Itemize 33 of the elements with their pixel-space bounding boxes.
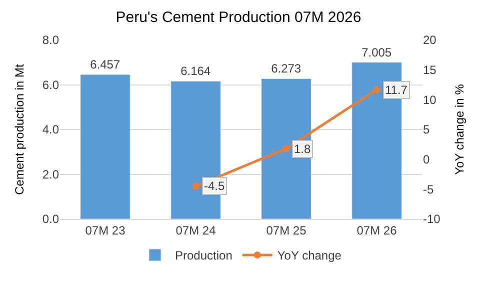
y2-tick-label: -10 — [423, 212, 441, 226]
y-tick-label: 6.0 — [42, 78, 60, 92]
data-label: 6.457 — [90, 58, 120, 72]
y2-tick-label: 0 — [423, 152, 430, 167]
y-tick-label: 4.0 — [42, 122, 60, 137]
x-tick-label: 07M 25 — [266, 223, 307, 238]
bar — [80, 74, 130, 219]
point — [192, 182, 200, 190]
bar — [261, 78, 312, 219]
x-tick-label: 07M 23 — [85, 223, 126, 238]
chart-title: Peru's Cement Production 07M 2026 — [116, 8, 362, 26]
y2-tick-label: -5 — [423, 182, 434, 196]
data-label: 7.005 — [362, 45, 392, 60]
point — [282, 145, 290, 152]
data-label: 1.8 — [294, 142, 312, 156]
x-tick-label: 07M 24 — [176, 223, 216, 238]
y-tick-label: 0.0 — [42, 212, 60, 226]
legend-label: YoY change — [277, 248, 342, 263]
y2-tick-label: 15 — [423, 63, 437, 78]
y2-tick-label: 5 — [423, 122, 430, 137]
y2-axis-title: YoY change in % — [452, 84, 467, 175]
data-label: 11.7 — [385, 83, 408, 97]
y2-tick-label: 20 — [423, 33, 437, 48]
legend-label: Production — [175, 248, 232, 263]
y-axis-title: Cement production in Mt — [12, 63, 27, 195]
point — [373, 86, 380, 94]
y-tick-label: 8.0 — [42, 33, 60, 48]
data-label: 6.164 — [180, 64, 211, 78]
x-tick-label: 07M 26 — [356, 223, 398, 238]
y2-tick-label: 10 — [423, 92, 437, 107]
data-label: -4.5 — [204, 179, 226, 193]
data-label: 6.273 — [271, 62, 302, 76]
y-tick-label: 2.0 — [42, 167, 60, 182]
